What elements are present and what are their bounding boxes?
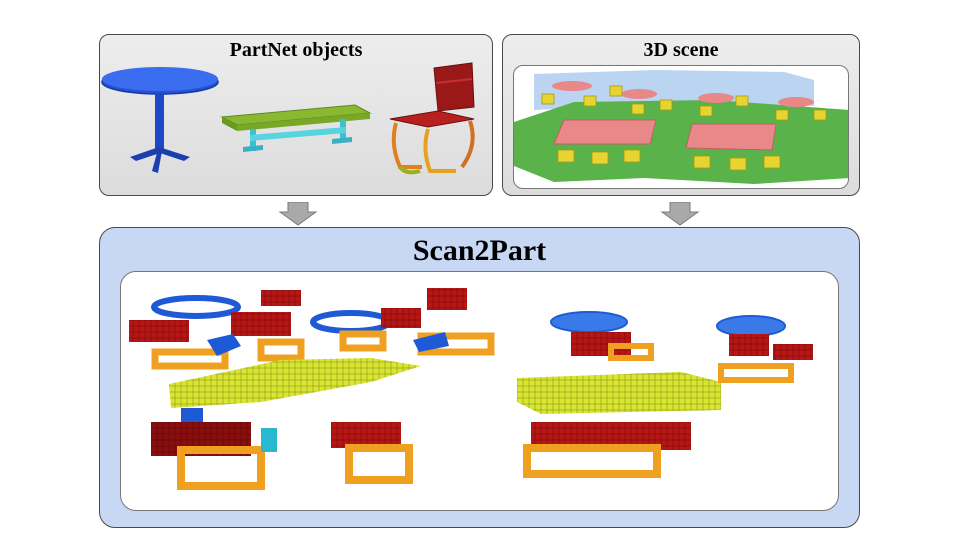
3d-scene-render: [513, 65, 849, 189]
3d-scene-title: 3D scene: [643, 39, 719, 61]
3d-scene-illustration: [514, 70, 848, 184]
down-arrow-icon: [660, 202, 700, 226]
scan2part-title: Scan2Part: [412, 234, 547, 267]
partnet-objects-panel: PartNet objects: [99, 34, 493, 196]
voxel-part-segmentation-illustration: [129, 288, 813, 490]
bench-table-object: [220, 104, 372, 152]
voxel-table-group-right: [517, 311, 813, 478]
partnet-objects-illustration: [101, 62, 475, 175]
chair-object: [389, 62, 475, 175]
round-table-object: [101, 67, 219, 173]
3d-scene-panel: 3D scene: [502, 34, 860, 196]
scan2part-segmentation-render: [120, 271, 839, 511]
partnet-objects-title: PartNet objects: [229, 39, 363, 61]
scan2part-panel: Scan2Part: [99, 227, 860, 528]
voxel-table-group-left: [129, 288, 495, 490]
down-arrow-icon: [278, 202, 318, 226]
